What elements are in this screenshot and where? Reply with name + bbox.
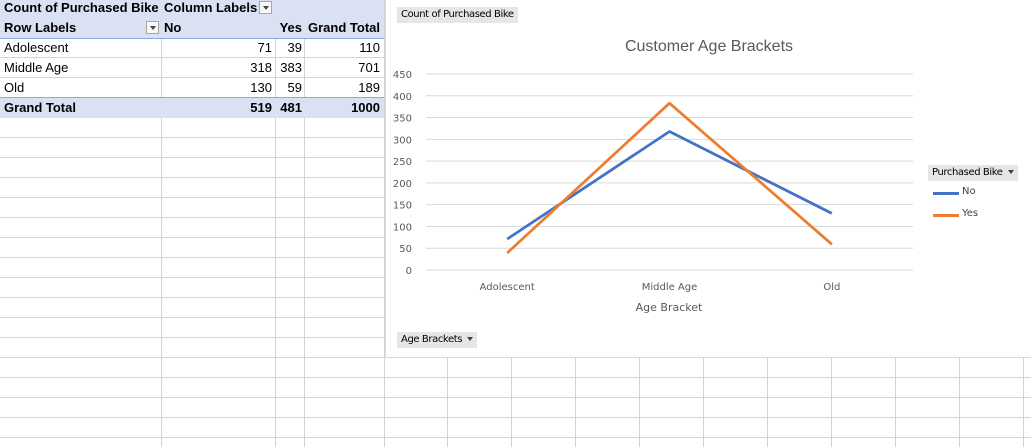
legend-field-button[interactable]: Purchased Bike [928, 165, 1018, 181]
cell-no: 130 [250, 80, 272, 95]
y-tick-label: 200 [393, 179, 412, 190]
legend-field-label: Purchased Bike [932, 167, 1003, 178]
legend-swatch-yes [933, 214, 959, 217]
grid-column-line [384, 0, 385, 447]
axis-field-button[interactable]: Age Brackets [397, 332, 478, 348]
x-axis-label: Age Bracket [636, 301, 703, 314]
cell-total: 701 [358, 60, 380, 75]
y-tick-label: 300 [393, 135, 412, 146]
grid-column-line [275, 0, 276, 447]
chevron-down-icon [467, 337, 474, 341]
cell-no: 318 [250, 60, 272, 75]
y-tick-label: 0 [406, 266, 412, 277]
y-tick-label: 250 [393, 157, 412, 168]
cell-yes: 59 [287, 80, 302, 95]
y-tick-label: 400 [393, 92, 412, 103]
series-line-yes[interactable] [506, 101, 833, 255]
grand-total-label: Grand Total [4, 100, 76, 115]
row-label: Old [4, 80, 25, 95]
grand-total-yes: 481 [280, 100, 302, 115]
x-axis-ticks: Adolescent Middle Age Old [480, 282, 841, 293]
y-axis-ticks: 0 50 100 150 200 250 300 350 400 450 [393, 70, 412, 277]
series-line-no[interactable] [506, 130, 833, 241]
y-tick-label: 150 [393, 201, 412, 212]
cell-total: 110 [359, 40, 380, 55]
cell-yes: 383 [280, 60, 302, 75]
value-field-label: Count of Purchased Bike [401, 9, 514, 20]
y-tick-label: 100 [393, 222, 412, 233]
col-header-no: No [164, 20, 182, 35]
grid-row-line [0, 437, 1031, 438]
cell-no: 71 [257, 40, 272, 55]
x-tick-label: Adolescent [480, 282, 535, 293]
table-row[interactable]: Adolescent 71 39 110 [0, 38, 384, 58]
legend-label-no: No [962, 186, 976, 197]
pivot-header-row: Row Labels No Yes Grand Total [0, 18, 384, 39]
line-plot: 0 50 100 150 200 250 300 350 400 450 Adolescent Mi… [393, 70, 913, 314]
column-labels-filter-button[interactable] [259, 1, 272, 14]
row-label: Adolescent [4, 40, 69, 55]
grand-total-row[interactable]: Grand Total 519 481 1000 [0, 97, 384, 118]
grand-total-total: 1000 [351, 100, 380, 115]
pivot-table[interactable]: Count of Purchased Bike Column Labels Ro… [0, 0, 384, 118]
col-header-yes: Yes [279, 20, 302, 35]
col-header-grand-total: Grand Total [308, 20, 380, 35]
table-row[interactable]: Middle Age 318 383 701 [0, 58, 384, 78]
chevron-down-icon [1007, 170, 1014, 174]
row-labels-filter-button[interactable] [146, 21, 159, 34]
grid-row-line [0, 377, 1031, 378]
cell-total: 189 [358, 80, 380, 95]
x-tick-label: Old [823, 282, 840, 293]
axis-field-label: Age Brackets [401, 334, 463, 345]
legend-swatch-no [933, 192, 959, 195]
y-tick-label: 450 [393, 70, 412, 81]
gridlines [426, 73, 913, 271]
pivot-value-field-label: Count of Purchased Bike [4, 0, 159, 15]
y-tick-label: 350 [393, 114, 412, 125]
y-tick-label: 50 [399, 244, 412, 255]
chart-title: Customer Age Brackets [624, 38, 794, 55]
table-row[interactable]: Old 130 59 189 [0, 78, 384, 98]
series-lines [506, 101, 833, 255]
value-field-button[interactable]: Count of Purchased Bike [397, 7, 518, 23]
x-tick-label: Middle Age [642, 282, 698, 293]
cell-yes: 39 [287, 40, 302, 55]
row-label: Middle Age [4, 60, 69, 75]
grid-row-line [0, 417, 1031, 418]
column-labels-header: Column Labels [164, 0, 258, 15]
legend-label-yes: Yes [962, 208, 979, 219]
row-labels-header: Row Labels [4, 20, 77, 35]
grand-total-no: 519 [250, 100, 272, 115]
grid-column-line [304, 0, 305, 447]
grid-column-line [161, 0, 162, 447]
pivot-chart[interactable]: Count of Purchased Bike Customer Age Bra… [385, 0, 1031, 358]
pivot-title-row: Count of Purchased Bike Column Labels [0, 0, 384, 18]
grid-row-line [0, 397, 1031, 398]
